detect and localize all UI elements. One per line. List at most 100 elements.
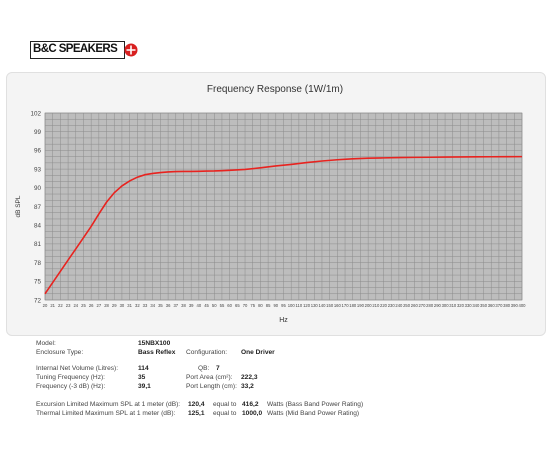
port-length-label: Port Length (cm): [186, 383, 237, 390]
y-tick-label: 93 [34, 166, 42, 173]
x-tick-label: 150 [326, 303, 334, 308]
x-tick-label: 40 [197, 303, 202, 308]
x-tick-label: 270 [418, 303, 426, 308]
x-tick-label: 32 [135, 303, 140, 308]
x-tick-label: 120 [303, 303, 311, 308]
enclosure-value: Bass Reflex [138, 349, 176, 356]
x-tick-label: 37 [173, 303, 178, 308]
x-tick-label: 330 [465, 303, 473, 308]
x-tick-label: 100 [288, 303, 296, 308]
x-tick-label: 220 [380, 303, 388, 308]
x-tick-label: 200 [365, 303, 373, 308]
x-tick-label: 390 [511, 303, 519, 308]
x-tick-label: 80 [258, 303, 263, 308]
x-tick-label: 45 [204, 303, 209, 308]
logo-emblem-icon [124, 43, 138, 57]
x-tick-label: 22 [58, 303, 63, 308]
x-tick-label: 140 [318, 303, 326, 308]
tuning-frequency-label: Tuning Frequency (Hz): [36, 374, 106, 381]
thermal-spl-label: Thermal Limited Maximum SPL at 1 meter (… [36, 410, 176, 417]
x-tick-label: 25 [81, 303, 86, 308]
x-axis-ticks: 20 21 22 23 24 25 26 27 28 29 30 31 32 33 34 35 36 37 38 39… [43, 303, 526, 308]
logo-text: B&C SPEAKERS [33, 43, 118, 55]
enclosure-label: Enclosure Type: [36, 349, 84, 356]
x-tick-label: 340 [472, 303, 480, 308]
series-line-frequency-response [44, 155, 523, 295]
y-tick-label: 75 [34, 279, 42, 286]
configuration-value: One Driver [241, 349, 275, 356]
x-tick-label: 190 [357, 303, 365, 308]
thermal-watts-value: 1000,0 [242, 410, 263, 417]
x-tick-label: 350 [480, 303, 488, 308]
volume-label: Internal Net Volume (Litres): [36, 365, 119, 372]
x-tick-label: 24 [73, 303, 78, 308]
y-tick-label: 72 [34, 297, 42, 304]
x-tick-label: 28 [104, 303, 109, 308]
x-tick-label: 95 [281, 303, 286, 308]
frequency-3db-value: 39,1 [138, 383, 151, 390]
x-tick-label: 31 [127, 303, 132, 308]
excursion-spl-label: Excursion Limited Maximum SPL at 1 meter… [36, 401, 181, 408]
x-tick-label: 50 [212, 303, 217, 308]
grid-lines [44, 112, 523, 301]
x-tick-label: 250 [403, 303, 411, 308]
model-label: Model: [36, 340, 56, 347]
x-tick-label: 34 [150, 303, 155, 308]
x-tick-label: 230 [388, 303, 396, 308]
x-tick-label: 36 [166, 303, 171, 308]
qb-label: QB: [198, 365, 210, 372]
qb-value: 7 [216, 365, 220, 372]
y-axis-ticks: 72 75 78 81 84 87 90 93 96 99 102 [30, 110, 41, 304]
model-value: 15NBX100 [138, 340, 171, 347]
y-tick-label: 87 [34, 204, 42, 211]
x-tick-label: 55 [220, 303, 225, 308]
x-tick-label: 21 [50, 303, 55, 308]
excursion-spl-value: 120,4 [188, 401, 205, 408]
excursion-watts-value: 416,2 [242, 401, 259, 408]
y-tick-label: 99 [34, 129, 42, 136]
x-tick-label: 65 [235, 303, 240, 308]
thermal-watts-note: Watts (Mid Band Power Rating) [267, 410, 360, 417]
y-tick-label: 84 [34, 223, 42, 230]
excursion-watts-note: Watts (Bass Band Power Rating) [267, 401, 364, 408]
frequency-3db-label: Frequency (-3 dB) (Hz): [36, 383, 106, 390]
configuration-label: Configuration: [186, 349, 228, 356]
tuning-frequency-value: 35 [138, 374, 146, 381]
x-tick-label: 210 [372, 303, 380, 308]
x-tick-label: 35 [158, 303, 163, 308]
x-tick-label: 70 [243, 303, 248, 308]
thermal-equal-text: equal to [213, 410, 237, 417]
x-tick-label: 30 [120, 303, 125, 308]
x-tick-label: 400 [519, 303, 527, 308]
brand-logo: B&C SPEAKERS [30, 41, 138, 63]
x-tick-label: 380 [503, 303, 511, 308]
y-tick-label: 102 [30, 110, 41, 117]
chart-title: Frequency Response (1W/1m) [207, 84, 343, 95]
x-tick-label: 33 [143, 303, 148, 308]
x-tick-label: 280 [426, 303, 434, 308]
x-tick-label: 260 [411, 303, 419, 308]
x-tick-label: 85 [266, 303, 271, 308]
x-tick-label: 29 [112, 303, 117, 308]
thermal-spl-value: 125,1 [188, 410, 205, 417]
port-area-label: Port Area (cm²): [186, 374, 233, 381]
volume-value: 114 [138, 365, 149, 372]
x-tick-label: 180 [349, 303, 357, 308]
x-tick-label: 90 [273, 303, 278, 308]
x-tick-label: 320 [457, 303, 465, 308]
x-tick-label: 38 [181, 303, 186, 308]
x-tick-label: 130 [311, 303, 319, 308]
x-tick-label: 27 [97, 303, 102, 308]
x-tick-label: 290 [434, 303, 442, 308]
y-tick-label: 78 [34, 260, 42, 267]
port-length-value: 33,2 [241, 383, 254, 390]
x-tick-label: 160 [334, 303, 342, 308]
excursion-equal-text: equal to [213, 401, 237, 408]
x-tick-label: 360 [488, 303, 496, 308]
y-tick-label: 90 [34, 185, 42, 192]
x-tick-label: 310 [449, 303, 457, 308]
x-axis-label: Hz [279, 317, 288, 324]
y-tick-label: 81 [34, 241, 42, 248]
x-tick-label: 75 [250, 303, 255, 308]
